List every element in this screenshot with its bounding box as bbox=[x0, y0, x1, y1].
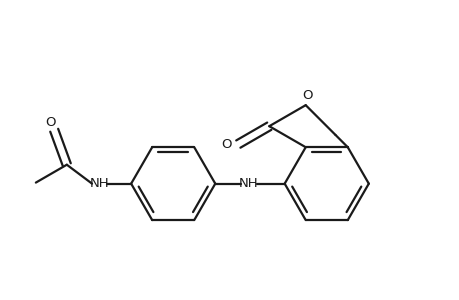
Text: O: O bbox=[45, 116, 56, 129]
Text: NH: NH bbox=[239, 177, 258, 190]
Text: NH: NH bbox=[90, 177, 109, 190]
Text: O: O bbox=[221, 138, 231, 151]
Text: O: O bbox=[302, 89, 313, 102]
